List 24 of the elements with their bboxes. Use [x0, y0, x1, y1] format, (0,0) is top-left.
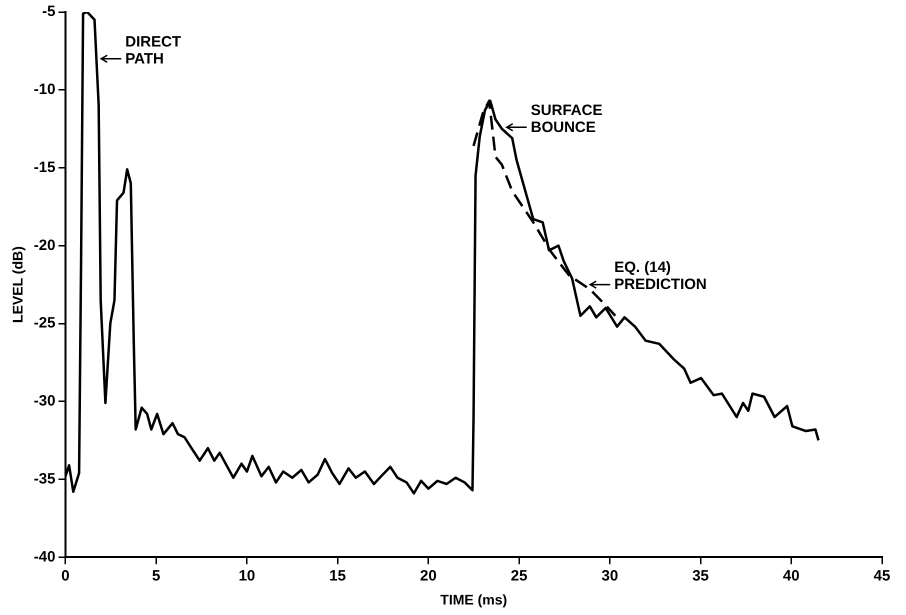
x-axis-title: TIME (ms) — [440, 591, 508, 608]
x-tick-label: 15 — [329, 567, 346, 584]
x-tick-label: 20 — [420, 567, 437, 584]
x-tick-label: 30 — [601, 567, 618, 584]
x-tick-label: 35 — [692, 567, 709, 584]
x-tick-label: 45 — [874, 567, 890, 584]
y-tick-label: -10 — [34, 81, 56, 98]
y-axis-title: LEVEL (dB) — [9, 246, 26, 323]
annotation: DIRECT PATH — [125, 33, 182, 68]
x-tick-label: 40 — [782, 567, 800, 584]
x-tick-label: 5 — [152, 567, 160, 584]
x-tick-label: 25 — [510, 567, 528, 584]
y-tick-label: -35 — [34, 470, 56, 488]
y-tick-label: -25 — [34, 314, 56, 332]
y-tick-label: -20 — [34, 236, 56, 254]
y-tick-label: -5 — [42, 3, 56, 20]
y-tick-label: -40 — [34, 548, 56, 566]
y-tick-label: -30 — [34, 392, 56, 410]
line-series — [472, 100, 617, 318]
y-tick-label: -15 — [34, 158, 56, 176]
x-tick-label: 10 — [238, 567, 256, 584]
annotation: EQ. (14) PREDICTION — [614, 259, 707, 294]
x-tick-label: 0 — [61, 567, 70, 584]
annotation: SURFACE BOUNCE — [530, 102, 602, 136]
